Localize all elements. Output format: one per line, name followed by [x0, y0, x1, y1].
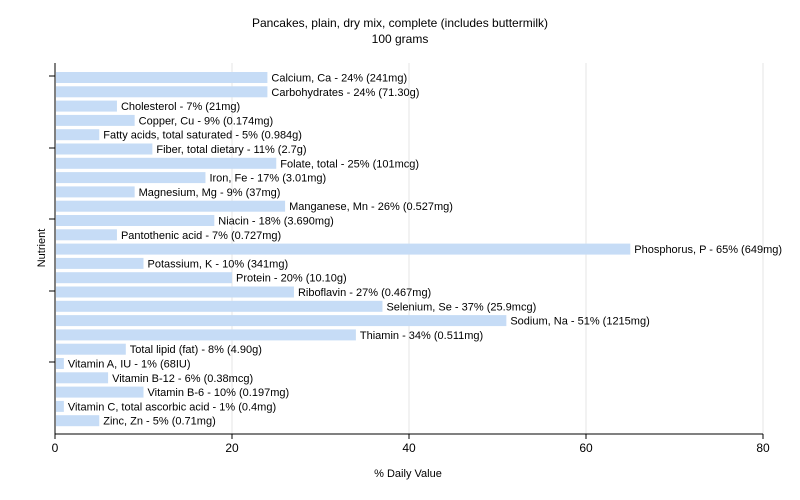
x-tick-label: 60 [579, 441, 593, 455]
bar [56, 372, 109, 384]
bar [56, 257, 144, 269]
x-tick-label: 80 [756, 441, 770, 455]
bar-label: Zinc, Zn - 5% (0.71mg) [103, 416, 215, 428]
y-axis-label: Nutrient [36, 229, 48, 268]
bar [56, 86, 268, 98]
bar-label: Cholesterol - 7% (21mg) [121, 101, 240, 113]
bar [56, 329, 356, 341]
bar-label: Riboflavin - 27% (0.467mg) [298, 287, 431, 299]
bar-label: Copper, Cu - 9% (0.174mg) [139, 115, 274, 127]
bar-label: Calcium, Ca - 24% (241mg) [271, 73, 407, 85]
bar [56, 129, 100, 141]
bar-label: Protein - 20% (10.10g) [236, 273, 347, 285]
x-tick-label: 40 [402, 441, 416, 455]
chart-title: Pancakes, plain, dry mix, complete (incl… [251, 16, 549, 30]
bar-label: Fatty acids, total saturated - 5% (0.984… [103, 130, 302, 142]
axes-group: 0 20 40 60 80 [49, 63, 770, 455]
bar [56, 100, 117, 112]
bar [56, 415, 100, 427]
chart-subtitle: 100 grams [371, 32, 429, 46]
bar [56, 272, 232, 284]
bar [56, 172, 206, 184]
x-tick-label: 0 [52, 441, 59, 455]
bar-label: Vitamin B-6 - 10% (0.197mg) [148, 387, 290, 399]
bar-label: Iron, Fe - 17% (3.01mg) [209, 173, 326, 185]
bar [56, 343, 126, 355]
bar [56, 386, 144, 398]
bar [56, 358, 64, 369]
bar [56, 286, 294, 298]
bar-label: Magnesium, Mg - 9% (37mg) [139, 187, 281, 199]
bar-label: Total lipid (fat) - 8% (4.90g) [130, 344, 262, 356]
bar-label: Pantothenic acid - 7% (0.727mg) [121, 230, 281, 242]
bar-label: Vitamin B-12 - 6% (0.38mcg) [112, 373, 253, 385]
bar-label: Vitamin C, total ascorbic acid - 1% (0.4… [68, 401, 276, 413]
bar-label: Folate, total - 25% (101mcg) [280, 158, 419, 170]
bar [56, 400, 64, 412]
bar [56, 143, 153, 155]
bar-label: Niacin - 18% (3.690mg) [218, 216, 334, 228]
bar [56, 157, 277, 169]
bar [56, 315, 507, 327]
bar-label: Vitamin A, IU - 1% (68IU) [68, 359, 191, 371]
bar-label: Thiamin - 34% (0.511mg) [360, 330, 483, 342]
bar [56, 243, 631, 255]
bar [56, 72, 268, 83]
bars-group: Calcium, Ca - 24% (241mg) Carbohydrates -… [56, 72, 782, 428]
bar [56, 215, 215, 226]
bar-label: Manganese, Mn - 26% (0.527mg) [289, 201, 453, 213]
bar-label: Selenium, Se - 37% (25.9mcg) [386, 301, 536, 313]
bar-label: Potassium, K - 10% (341mg) [148, 258, 289, 270]
bar-label: Phosphorus, P - 65% (649mg) [634, 244, 782, 256]
bar [56, 186, 135, 198]
bar [56, 229, 117, 241]
x-axis-label: % Daily Value [374, 468, 442, 480]
bar [56, 114, 135, 126]
bar [56, 300, 383, 312]
x-tick-label: 20 [225, 441, 239, 455]
bar-label: Sodium, Na - 51% (1215mg) [510, 316, 649, 328]
bar [56, 200, 286, 212]
bar-label: Carbohydrates - 24% (71.30g) [271, 87, 419, 99]
bar-label: Fiber, total dietary - 11% (2.7g) [156, 144, 306, 156]
